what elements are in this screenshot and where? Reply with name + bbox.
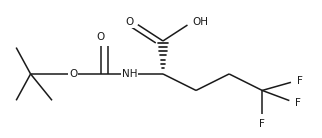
Text: F: F — [297, 75, 303, 86]
Text: F: F — [259, 119, 265, 129]
Text: NH: NH — [122, 69, 137, 79]
Text: O: O — [97, 32, 105, 42]
Text: F: F — [295, 98, 301, 108]
Text: OH: OH — [192, 17, 208, 27]
Text: O: O — [69, 69, 78, 79]
Text: O: O — [126, 17, 134, 27]
